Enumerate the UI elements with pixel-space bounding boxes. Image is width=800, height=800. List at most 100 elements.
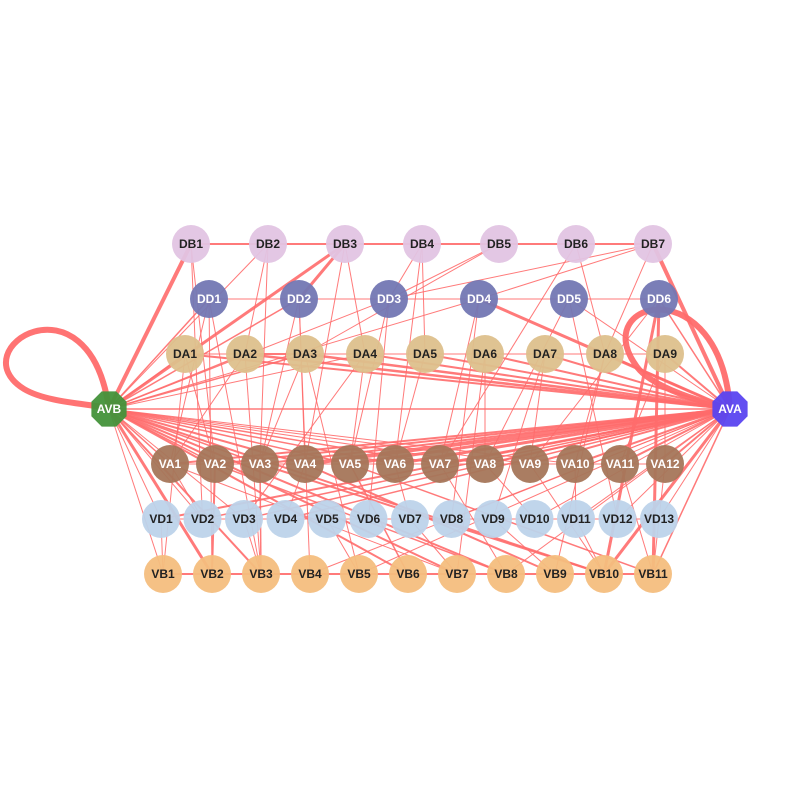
node-shape-va11 [601, 445, 639, 483]
node-db6[interactable]: DB6 [557, 225, 595, 263]
edge-da9-va11 [619, 353, 666, 465]
node-va12[interactable]: VA12 [646, 445, 684, 483]
node-vb8[interactable]: VB8 [487, 555, 525, 593]
node-label: VB1 [151, 567, 175, 581]
node-label: VD11 [561, 512, 591, 526]
node-vb11[interactable]: VB11 [634, 555, 672, 593]
edge-da8-va10 [574, 353, 606, 465]
node-vd10[interactable]: VD10 [515, 500, 554, 538]
node-vb3[interactable]: VB3 [242, 555, 280, 593]
node-label: VD10 [519, 512, 549, 526]
node-dd2[interactable]: DD2 [280, 280, 318, 318]
node-da7[interactable]: DA7 [526, 335, 564, 373]
node-label: DD5 [557, 292, 581, 306]
node-va2[interactable]: VA2 [196, 445, 234, 483]
node-shape-vd11 [557, 500, 595, 538]
node-vb9[interactable]: VB9 [536, 555, 574, 593]
node-vb7[interactable]: VB7 [438, 555, 476, 593]
node-da5[interactable]: DA5 [406, 335, 444, 373]
node-vd4[interactable]: VD4 [266, 500, 305, 538]
node-vd5[interactable]: VD5 [308, 500, 346, 538]
node-vd6[interactable]: VD6 [349, 500, 388, 538]
node-ava[interactable]: AVA [712, 391, 748, 427]
node-label: VD1 [149, 512, 173, 526]
edge-db7-da8 [604, 243, 654, 355]
node-va8[interactable]: VA8 [466, 445, 504, 483]
node-label: DA1 [173, 347, 197, 361]
node-shape-vd13 [640, 500, 678, 538]
edge-da2-va1 [169, 353, 246, 465]
node-shape-vd7 [391, 500, 429, 538]
node-shape-db7 [634, 225, 672, 263]
node-dd1[interactable]: DD1 [190, 280, 228, 318]
node-va3[interactable]: VA3 [241, 445, 279, 483]
edge-ava-da2 [244, 352, 731, 411]
node-da2[interactable]: DA2 [226, 335, 264, 373]
node-vd13[interactable]: VD13 [640, 500, 678, 538]
node-da1[interactable]: DA1 [166, 335, 204, 373]
node-va4[interactable]: VA4 [286, 445, 324, 483]
edge-da5-va6 [394, 353, 426, 465]
node-da6[interactable]: DA6 [466, 335, 504, 373]
node-shape-vb4 [291, 555, 329, 593]
node-dd6[interactable]: DD6 [640, 280, 678, 318]
node-vd12[interactable]: VD12 [598, 500, 637, 538]
node-dd5[interactable]: DD5 [550, 280, 588, 318]
edge-ava-vd13 [658, 408, 731, 520]
node-db5[interactable]: DB5 [480, 225, 518, 263]
node-va1[interactable]: VA1 [151, 445, 189, 483]
node-label: DB7 [641, 237, 665, 251]
node-vd1[interactable]: VD1 [142, 500, 180, 538]
node-shape-vb11 [634, 555, 672, 593]
node-db1[interactable]: DB1 [172, 225, 210, 263]
node-va10[interactable]: VA10 [556, 445, 594, 483]
node-vd11[interactable]: VD11 [557, 500, 595, 538]
node-vb5[interactable]: VB5 [340, 555, 378, 593]
node-shape-avb [91, 391, 127, 427]
node-dd4[interactable]: DD4 [460, 280, 498, 318]
node-shape-dd4 [460, 280, 498, 318]
node-da3[interactable]: DA3 [286, 335, 324, 373]
node-shape-da5 [406, 335, 444, 373]
node-da9[interactable]: DA9 [646, 335, 684, 373]
edge-ava-va11 [619, 408, 731, 465]
node-label: VB7 [445, 567, 469, 581]
node-label: VB10 [589, 567, 619, 581]
node-shape-vd8 [432, 500, 471, 538]
node-avb[interactable]: AVB [91, 391, 127, 427]
edge-ava-va10 [574, 408, 731, 465]
edge-avb-vb7 [108, 408, 458, 575]
node-db2[interactable]: DB2 [249, 225, 287, 263]
node-da4[interactable]: DA4 [346, 335, 384, 373]
node-vd7[interactable]: VD7 [391, 500, 429, 538]
edge-dd6-va9 [529, 298, 660, 465]
node-vb2[interactable]: VB2 [193, 555, 231, 593]
node-db3[interactable]: DB3 [326, 225, 364, 263]
edge-avb-vd1 [108, 408, 162, 520]
node-vd8[interactable]: VD8 [432, 500, 471, 538]
node-shape-va10 [556, 445, 594, 483]
node-db4[interactable]: DB4 [403, 225, 441, 263]
node-vd3[interactable]: VD3 [225, 500, 263, 538]
edge-ava-da6 [484, 353, 731, 410]
node-va6[interactable]: VA6 [376, 445, 414, 483]
node-shape-dd5 [550, 280, 588, 318]
edge-ava-vb4 [309, 408, 731, 575]
node-vb4[interactable]: VB4 [291, 555, 329, 593]
node-shape-va7 [421, 445, 459, 483]
node-va7[interactable]: VA7 [421, 445, 459, 483]
node-vd9[interactable]: VD9 [474, 500, 512, 538]
node-vd2[interactable]: VD2 [183, 500, 222, 538]
edge-avb-vb3 [108, 408, 262, 575]
node-va11[interactable]: VA11 [601, 445, 639, 483]
node-shape-dd1 [190, 280, 228, 318]
node-dd3[interactable]: DD3 [370, 280, 408, 318]
node-va5[interactable]: VA5 [331, 445, 369, 483]
node-db7[interactable]: DB7 [634, 225, 672, 263]
node-da8[interactable]: DA8 [586, 335, 624, 373]
node-vb10[interactable]: VB10 [585, 555, 623, 593]
node-va9[interactable]: VA9 [511, 445, 549, 483]
node-vb6[interactable]: VB6 [389, 555, 427, 593]
node-label: VB2 [200, 567, 224, 581]
node-vb1[interactable]: VB1 [144, 555, 182, 593]
